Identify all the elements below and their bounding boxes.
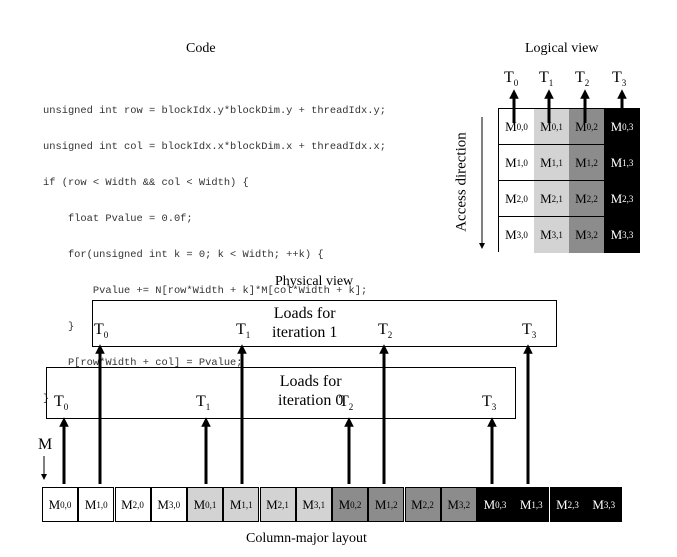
iteration0-box <box>46 367 516 419</box>
logical-cell: M 3,2 <box>569 217 605 253</box>
memory-cell: M 2,1 <box>259 487 296 522</box>
logical-cell: M 0,2 <box>569 109 605 145</box>
logical-cell: M 1,0 <box>499 145 535 181</box>
column-major-strip: M 0,0 M 1,0 M 2,0 M 3,0 M 0,1 M 1,1 M 2,1 M 3,1 M 0,2 M 1,2… <box>42 487 622 522</box>
iteration1-thread-label: T2 <box>378 321 393 341</box>
memory-cell: M 2,3 <box>549 487 586 522</box>
iteration0-thread-label: T3 <box>482 393 497 413</box>
memory-cell: M 0,1 <box>187 487 223 522</box>
iteration0-thread-label: T1 <box>196 393 211 413</box>
iteration1-label-line1: Loads for <box>273 305 336 322</box>
logical-cell: M 1,3 <box>604 145 640 181</box>
memory-cell: M 0,3 <box>477 487 513 522</box>
iteration0-label-line1: Loads for <box>279 373 342 390</box>
column-major-label: Column-major layout <box>246 531 367 546</box>
logical-cell: M 0,1 <box>534 109 570 145</box>
iteration1-box <box>92 300 557 347</box>
physical-view-title: Physical view <box>275 274 354 289</box>
logical-cell: M 2,3 <box>604 181 640 217</box>
code-line: if (row < Width && col < Width) { <box>43 177 249 189</box>
logical-thread-label: T1 <box>539 69 554 89</box>
memory-cell: M 1,2 <box>368 487 405 522</box>
logical-cell: M 1,2 <box>569 145 605 181</box>
logical-thread-label: T3 <box>612 69 627 89</box>
iteration0-thread-label: T0 <box>54 393 69 413</box>
memory-cell: M 1,1 <box>223 487 260 522</box>
code-line: Pvalue += N[row*Width + k]*M[col*Width +… <box>43 285 368 297</box>
memory-cell: M 1,0 <box>78 487 115 522</box>
code-line: } <box>43 321 75 333</box>
iteration0-thread-label: T2 <box>339 393 354 413</box>
iteration1-thread-label: T3 <box>522 321 537 341</box>
logical-cell: M 2,0 <box>499 181 535 217</box>
logical-matrix: M 0,0 M 0,1 M 0,2 M 0,3 M 1,0 M 1,1 M 1,2 M 1,3 M 2,0 M 2,1… <box>498 108 640 253</box>
code-listing: unsigned int row = blockIdx.y*blockDim.y… <box>43 81 386 417</box>
logical-view-title: Logical view <box>525 41 599 56</box>
iteration0-label-line2: iteration 0 <box>278 392 344 409</box>
code-line: float Pvalue = 0.0f; <box>43 213 193 225</box>
memory-cell: M 3,2 <box>440 487 477 522</box>
logical-cell: M 2,2 <box>569 181 605 217</box>
memory-cell: M 0,0 <box>42 487 78 522</box>
logical-cell: M 2,1 <box>534 181 570 217</box>
logical-thread-label: T0 <box>504 69 519 89</box>
logical-cell: M 0,0 <box>499 109 535 145</box>
logical-cell: M 3,3 <box>604 217 640 253</box>
iteration0-label: Loads for iteration 0 <box>278 372 343 410</box>
logical-thread-label: T2 <box>575 69 590 89</box>
code-line: for(unsigned int k = 0; k < Width; ++k) … <box>43 249 324 261</box>
memory-cell: M 0,2 <box>332 487 368 522</box>
memory-cell: M 3,0 <box>150 487 187 522</box>
memory-cell: M 1,3 <box>513 487 550 522</box>
iteration1-label: Loads for iteration 1 <box>272 304 337 342</box>
code-line: unsigned int row = blockIdx.y*blockDim.y… <box>43 105 386 117</box>
memory-cell: M 2,2 <box>404 487 441 522</box>
code-line: unsigned int col = blockIdx.x*blockDim.x… <box>43 141 386 153</box>
iteration1-thread-label: T1 <box>236 321 251 341</box>
memory-cell: M 3,1 <box>295 487 332 522</box>
memory-cell: M 3,3 <box>585 487 622 522</box>
memory-cell: M 2,0 <box>114 487 151 522</box>
code-title: Code <box>186 41 216 56</box>
iteration1-thread-label: T0 <box>94 321 109 341</box>
code-line: P[row*Width + col] = Pvalue; <box>43 357 243 369</box>
m-pointer-label: M <box>38 436 53 453</box>
iteration1-label-line2: iteration 1 <box>272 324 338 341</box>
